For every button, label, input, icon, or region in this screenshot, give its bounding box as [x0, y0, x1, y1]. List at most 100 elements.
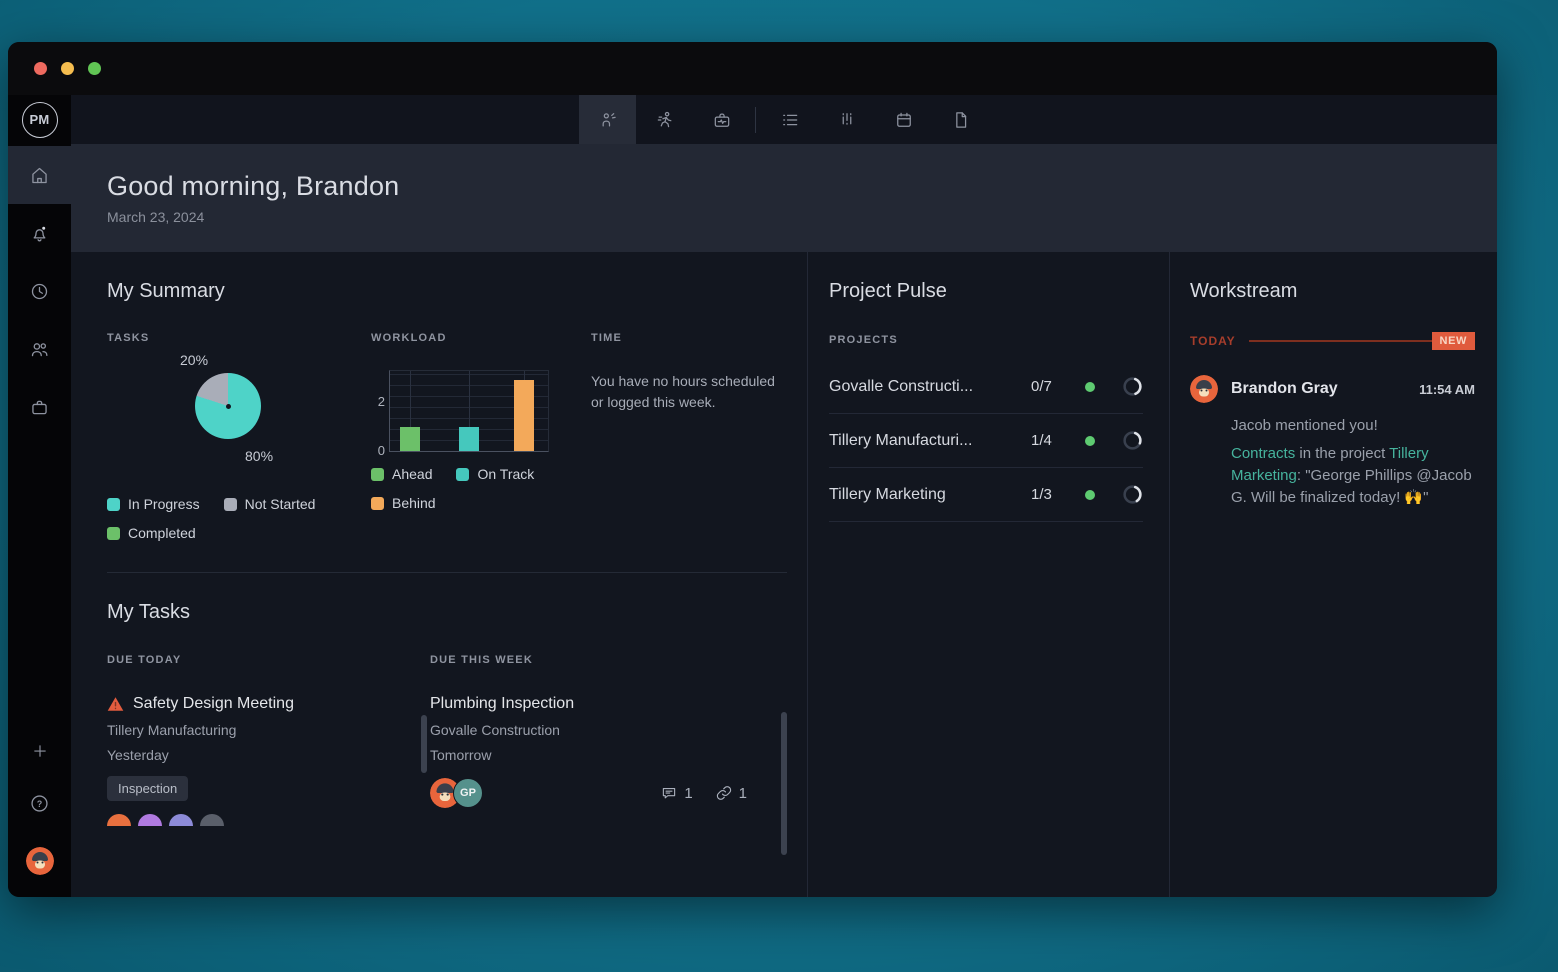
toolbar-tab-board[interactable] [818, 95, 875, 144]
tasks-label: TASKS [107, 332, 150, 344]
project-pulse-panel: Project Pulse PROJECTS Govalle Construct… [808, 252, 1170, 897]
sidebar-item-portfolio[interactable] [8, 378, 71, 436]
home-icon [29, 165, 50, 186]
progress-ring [1123, 431, 1142, 450]
app-logo[interactable]: PM [8, 95, 71, 144]
project-progress: 1/3 [1031, 486, 1052, 503]
avatar [169, 814, 193, 826]
avatar [107, 814, 131, 826]
workstream-entry[interactable]: Brandon Gray 11:54 AM Jacob mentioned yo… [1190, 375, 1475, 508]
toolbar-tab-list[interactable] [761, 95, 818, 144]
window-titlebar [8, 42, 1497, 95]
link-icon [715, 784, 733, 802]
workload-bar-behind [514, 380, 534, 451]
status-dot [1085, 381, 1095, 392]
pie-label-small: 20% [180, 352, 209, 368]
close-window-button[interactable] [34, 62, 47, 75]
task-card[interactable]: Safety Design Meeting Tillery Manufactur… [107, 695, 430, 826]
legend-item: Ahead [371, 466, 432, 482]
clock-icon [29, 281, 50, 302]
user-avatar[interactable] [25, 847, 54, 875]
briefcase-icon [29, 397, 50, 418]
sidebar-item-home[interactable] [8, 146, 71, 204]
legend-item: Behind [371, 495, 436, 511]
comments-count[interactable]: 1 [660, 784, 693, 802]
task-title: Plumbing Inspection [430, 695, 575, 712]
progress-ring [1123, 377, 1142, 396]
project-link[interactable]: Tillery Marketing [1231, 445, 1429, 484]
task-project: Tillery Manufacturing [107, 722, 237, 738]
entry-author: Brandon Gray [1231, 380, 1338, 397]
task-assignee-avatars: GP [430, 778, 483, 808]
legend-swatch [107, 497, 120, 511]
workload-legend: Ahead On Track Behind [371, 466, 581, 511]
task-title: Safety Design Meeting [133, 695, 294, 712]
toolbox-pulse-icon [712, 110, 732, 130]
toolbar-tab-projects[interactable] [693, 95, 750, 144]
sidebar-item-notifications[interactable] [8, 204, 71, 262]
toolbar-tab-activity[interactable] [636, 95, 693, 144]
workload-bar-chart[interactable] [389, 370, 549, 452]
sidebar-item-team[interactable] [8, 320, 71, 378]
project-row[interactable]: Tillery Manufacturi... 1/4 [829, 414, 1143, 468]
app-window: PM [8, 42, 1497, 897]
help-button[interactable]: ? [29, 793, 50, 814]
today-line [1248, 340, 1432, 342]
left-sidebar: PM [8, 95, 71, 897]
due-today-label: DUE TODAY [107, 654, 182, 666]
minimize-window-button[interactable] [61, 62, 74, 75]
task-link[interactable]: Contracts [1231, 445, 1296, 462]
my-tasks-title: My Tasks [107, 601, 190, 623]
mention-text: Jacob mentioned you! [1231, 417, 1378, 434]
due-this-week-scrollbar[interactable] [781, 712, 787, 855]
project-progress: 0/7 [1031, 378, 1052, 395]
legend-swatch [107, 526, 120, 540]
current-date: March 23, 2024 [107, 209, 205, 225]
pie-label-large: 80% [245, 448, 274, 464]
links-count[interactable]: 1 [715, 784, 747, 802]
sidebar-nav [8, 146, 71, 436]
my-summary-title: My Summary [107, 280, 225, 302]
tasks-summary-block: TASKS 20% 80% In Progress Not Started Co… [107, 328, 371, 541]
projects-label: PROJECTS [829, 334, 898, 346]
legend-item: Not Started [223, 496, 315, 512]
task-assignee-avatars [107, 814, 430, 826]
today-label: TODAY [1190, 334, 1236, 348]
time-block: TIME You have no hours scheduled or logg… [591, 328, 787, 541]
project-progress: 1/4 [1031, 432, 1052, 449]
calendar-icon [894, 110, 914, 130]
legend-item: In Progress [107, 496, 200, 512]
task-due: Tomorrow [430, 747, 492, 763]
top-toolbar [71, 95, 1497, 144]
project-row[interactable]: Govalle Constructi... 0/7 [829, 360, 1143, 414]
toolbar-tab-calendar[interactable] [875, 95, 932, 144]
project-row[interactable]: Tillery Marketing 1/3 [829, 468, 1143, 522]
maximize-window-button[interactable] [88, 62, 101, 75]
legend-item: On Track [456, 466, 534, 482]
project-name: Tillery Manufacturi... [829, 431, 973, 449]
toolbar-tab-my-work[interactable] [579, 95, 636, 144]
due-today-scrollbar[interactable] [421, 715, 427, 773]
avatar [138, 814, 162, 826]
task-project: Govalle Construction [430, 722, 560, 738]
tasks-pie-chart[interactable] [195, 373, 261, 439]
due-this-week-column: DUE THIS WEEK Plumbing Inspection Govall… [430, 650, 787, 826]
add-button[interactable] [31, 742, 49, 760]
section-divider [107, 572, 787, 573]
greeting-header: Good morning, Brandon March 23, 2024 [71, 144, 1497, 252]
raised-hands-emoji: 🙌 [1404, 488, 1424, 506]
workload-label: WORKLOAD [371, 332, 447, 344]
status-dot [1085, 435, 1095, 446]
task-tag[interactable]: Inspection [107, 776, 189, 801]
status-dot [1085, 489, 1095, 500]
task-card[interactable]: Plumbing Inspection Govalle Construction… [430, 695, 787, 808]
toolbar-tab-files[interactable] [932, 95, 989, 144]
avatar [200, 814, 224, 826]
person-running-icon [655, 110, 675, 130]
toolbar-divider [755, 106, 756, 133]
due-today-column: DUE TODAY Safety Design Meeting Tillery … [107, 650, 430, 826]
workload-bar-ahead [400, 427, 420, 451]
sidebar-item-time[interactable] [8, 262, 71, 320]
projects-list: Govalle Constructi... 0/7 Tillery Manufa… [829, 360, 1143, 522]
my-tasks-section: My Tasks DUE TODAY Safety Design Me [107, 601, 787, 826]
